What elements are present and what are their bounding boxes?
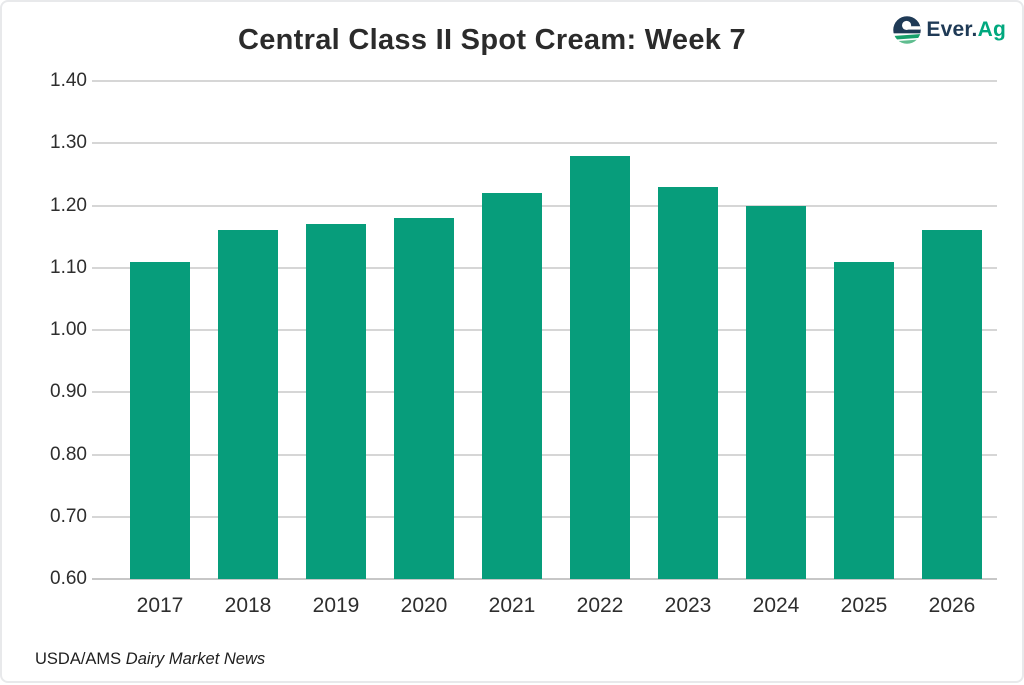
x-tick-label: 2021 [488, 594, 536, 617]
x-tick-label: 2019 [312, 594, 360, 617]
gridline [92, 80, 997, 82]
x-tick-label: 2026 [928, 594, 976, 617]
source-attribution: USDA/AMS Dairy Market News [35, 650, 265, 669]
x-tick-label: 2025 [840, 594, 888, 617]
y-tick-label: 1.00 [50, 319, 87, 340]
y-tick-label: 0.90 [50, 381, 87, 403]
bar-2019 [306, 224, 366, 579]
bar-2020 [394, 217, 454, 579]
gridline [92, 391, 997, 394]
x-tick-label: 2017 [136, 594, 184, 617]
x-axis-labels: 2017 2018 2019 2020 2021 2022 2023 2024 2025 2026 [92, 594, 997, 618]
source-publication: Dairy Market News [125, 650, 266, 668]
bar-2024 [746, 205, 806, 579]
bar-2025 [834, 261, 894, 579]
source-agency: USDA/AMS [35, 650, 126, 668]
bar-2021 [482, 193, 542, 579]
gridline [92, 578, 997, 580]
y-tick-label: 1.10 [50, 256, 87, 278]
gridline [92, 453, 997, 456]
y-tick-label: 1.20 [50, 194, 87, 216]
y-tick-label: 0.60 [50, 568, 87, 589]
gridline [92, 515, 997, 518]
x-tick-label: 2020 [400, 594, 448, 617]
x-tick-label: 2024 [752, 594, 800, 617]
y-axis-labels: 0.60 0.70 0.80 0.90 1.00 1.10 1.20 1.30 1.40 [20, 2, 87, 685]
gridline [92, 142, 997, 145]
plot-area [92, 80, 997, 580]
bar-series [92, 81, 997, 579]
gridline [92, 329, 997, 331]
y-tick-label: 1.30 [50, 132, 87, 154]
brand-secondary-text: Ag [977, 18, 1006, 41]
bar-2023 [658, 186, 718, 579]
everag-globe-icon [892, 15, 922, 45]
everag-wordmark: Ever.Ag [926, 18, 1006, 42]
bar-2026 [922, 230, 982, 579]
y-tick-label: 0.80 [50, 443, 87, 465]
chart-title: Central Class II Spot Cream: Week 7 [238, 24, 746, 56]
gridline [92, 204, 997, 207]
bar-2017 [130, 261, 190, 579]
bar-2022 [570, 155, 630, 579]
x-tick-label: 2023 [664, 594, 712, 617]
x-tick-label: 2022 [576, 594, 624, 617]
x-tick-label: 2018 [224, 594, 272, 617]
gridline [92, 266, 997, 269]
y-tick-label: 1.40 [50, 70, 87, 91]
bar-2018 [218, 230, 278, 579]
everag-logo: Ever.Ag [892, 15, 1006, 45]
y-tick-label: 0.70 [50, 505, 87, 527]
brand-primary-text: Ever. [926, 18, 978, 41]
